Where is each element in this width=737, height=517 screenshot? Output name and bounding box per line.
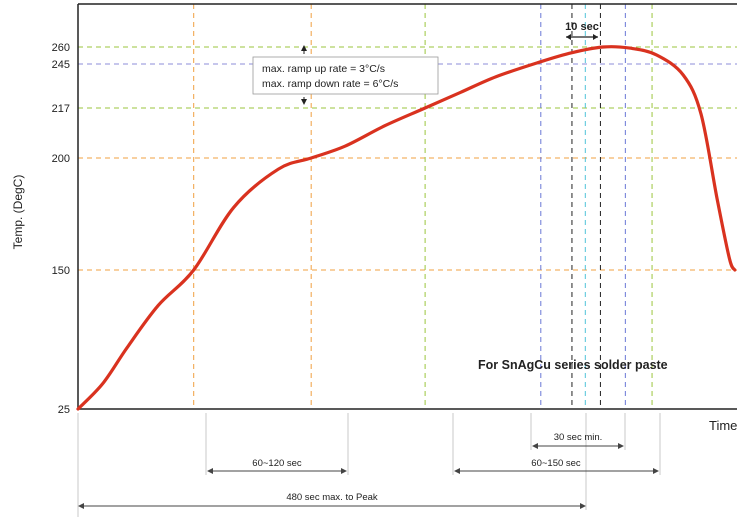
peak-width-arrowhead-left bbox=[566, 34, 571, 40]
axes bbox=[77, 3, 737, 410]
y-tick-200: 200 bbox=[52, 153, 70, 165]
total-arrowhead-right bbox=[580, 503, 586, 509]
liquidus-span-label: 60~150 sec bbox=[531, 458, 581, 469]
ramp-rate-annotation: max. ramp up rate = 3°C/s max. ramp down… bbox=[252, 45, 439, 105]
total-arrowhead-left bbox=[78, 503, 84, 509]
timing-spans: 60~120 sec 60~150 sec 30 sec min. 480 se… bbox=[77, 413, 661, 517]
preheat-arrowhead-right bbox=[341, 468, 347, 474]
peak-width-annotation: 10 sec bbox=[565, 21, 599, 40]
ramp-down-text: max. ramp down rate = 6°C/s bbox=[262, 78, 398, 90]
ramp-down-arrowhead bbox=[301, 99, 307, 105]
y-tick-260: 260 bbox=[52, 42, 70, 54]
liquidus-arrowhead-right bbox=[653, 468, 659, 474]
near-peak-arrowhead-right bbox=[618, 443, 624, 449]
ramp-rate-box bbox=[252, 56, 439, 95]
series-note: For SnAgCu series solder paste bbox=[478, 358, 668, 372]
y-axis-label: Temp. (DegC) bbox=[11, 175, 25, 250]
peak-width-text: 10 sec bbox=[565, 21, 599, 33]
preheat-span-label: 60~120 sec bbox=[252, 458, 302, 469]
y-tick-217: 217 bbox=[52, 103, 70, 115]
near-peak-arrowhead-left bbox=[532, 443, 538, 449]
y-tick-25: 25 bbox=[58, 404, 70, 416]
y-tick-245: 245 bbox=[52, 59, 70, 71]
reflow-curve bbox=[76, 45, 737, 411]
total-span-label: 480 sec max. to Peak bbox=[286, 492, 378, 503]
liquidus-arrowhead-left bbox=[454, 468, 460, 474]
preheat-arrowhead-left bbox=[207, 468, 213, 474]
ramp-up-text: max. ramp up rate = 3°C/s bbox=[262, 63, 385, 75]
ramp-up-arrowhead bbox=[301, 45, 307, 51]
y-tick-150: 150 bbox=[52, 265, 70, 277]
y-tick-labels: 25 150 200 217 245 260 bbox=[52, 42, 70, 416]
x-axis-label: Time bbox=[709, 418, 737, 433]
peak-width-arrowhead-right bbox=[593, 34, 598, 40]
near-peak-span-label: 30 sec min. bbox=[554, 432, 603, 443]
